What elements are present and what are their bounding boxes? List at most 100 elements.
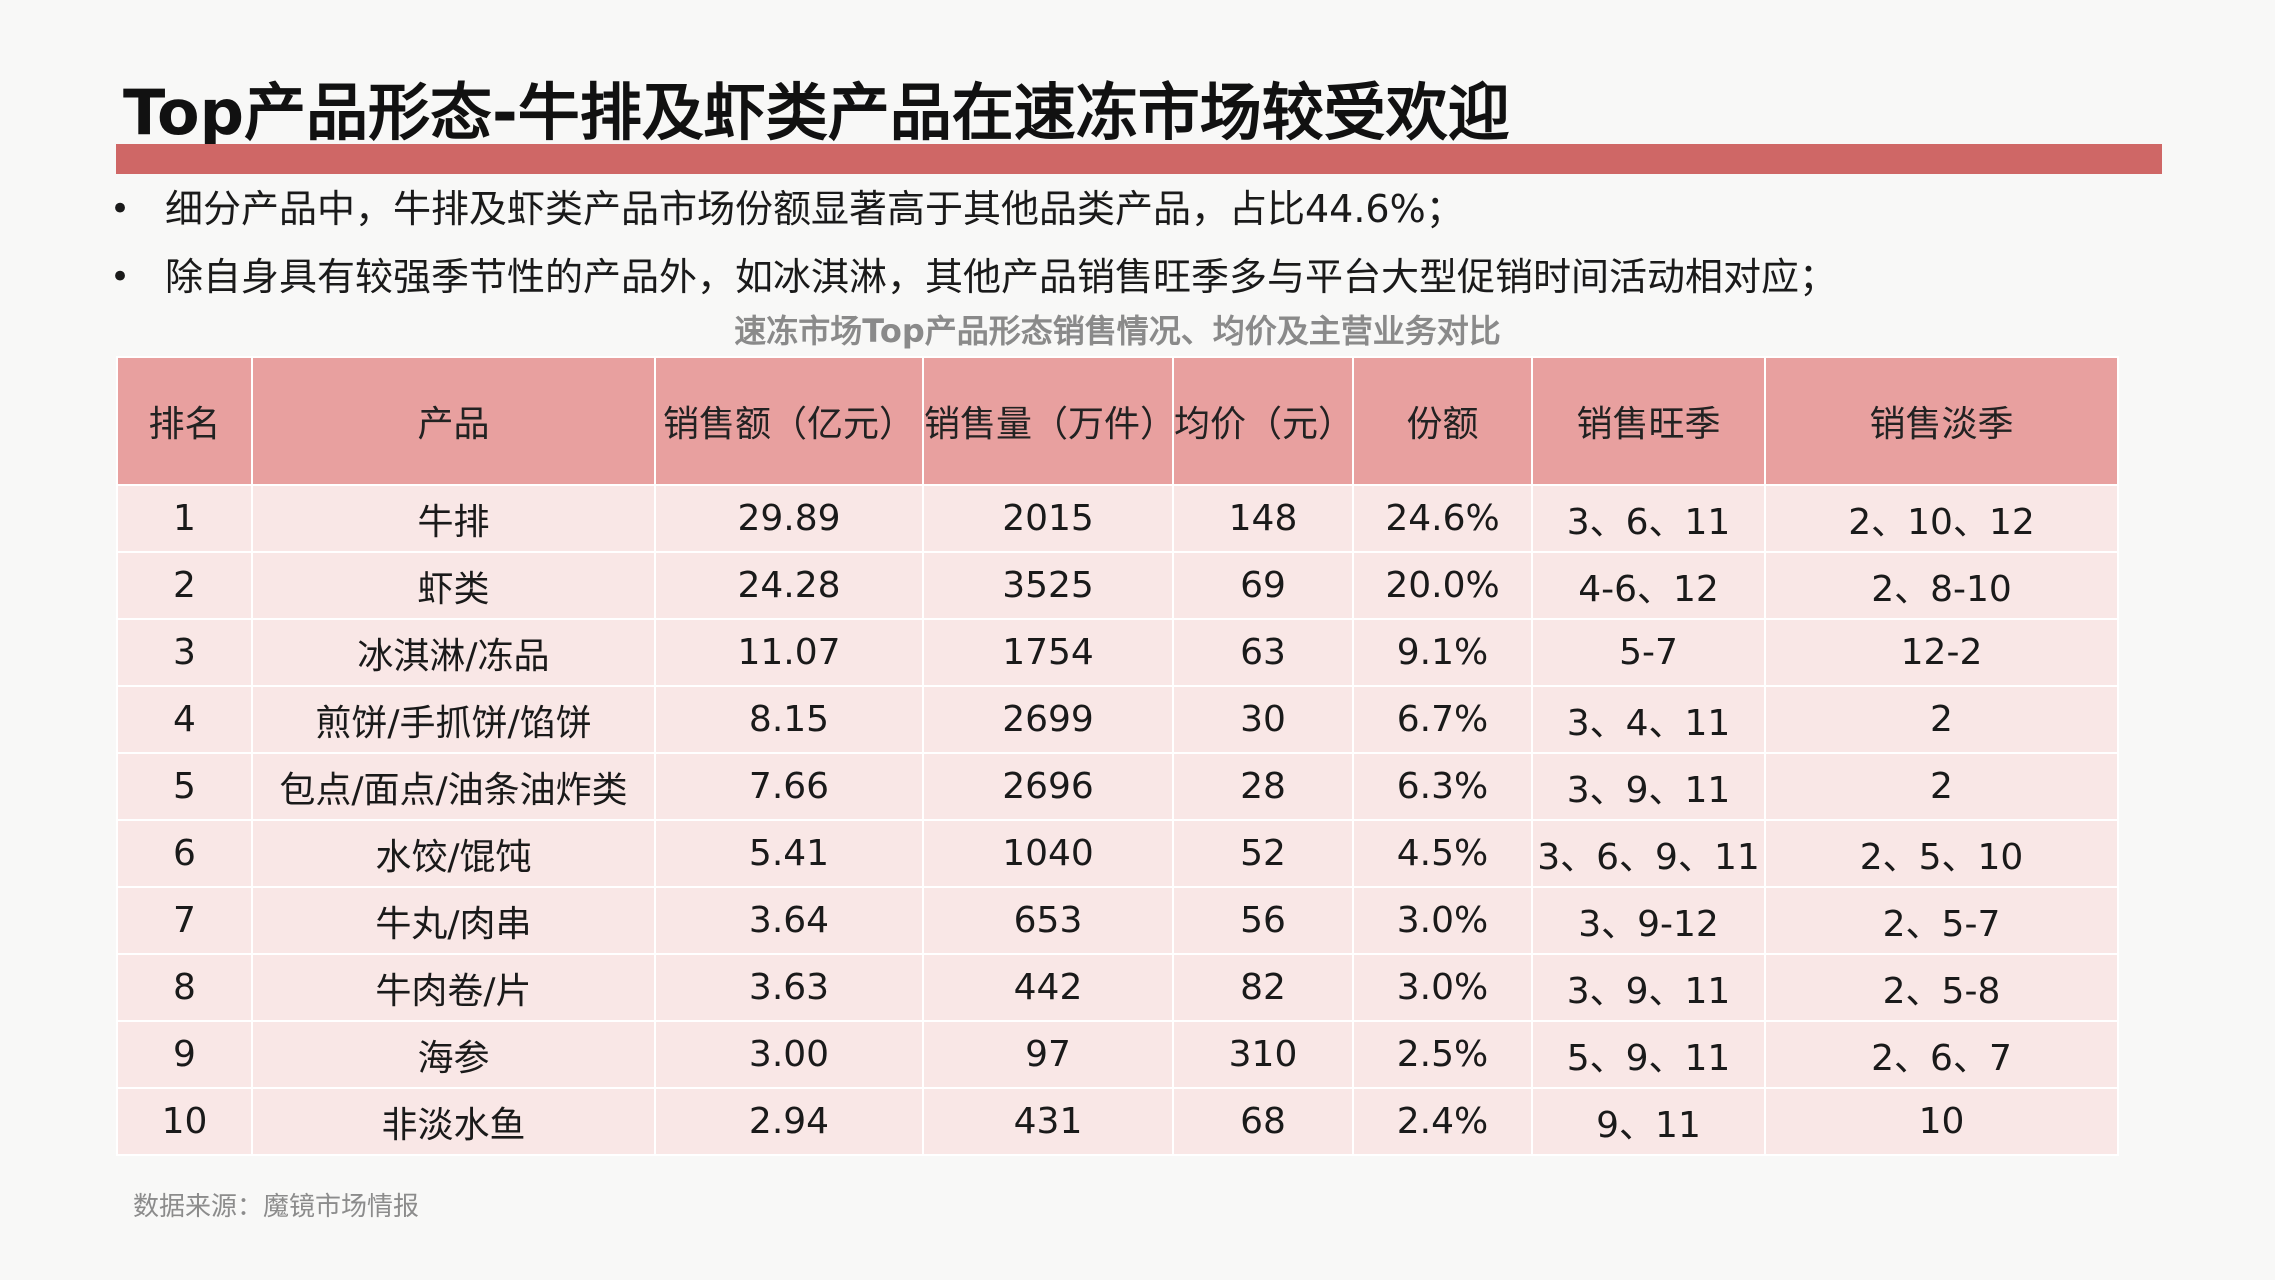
header-cell: 销售量（万件） bbox=[922, 356, 1176, 486]
table-cell: 69 bbox=[1172, 551, 1354, 620]
table-cell: 11.07 bbox=[654, 618, 924, 687]
table-cell: 2、10、12 bbox=[1764, 484, 2119, 553]
table-cell: 4 bbox=[116, 685, 253, 754]
table-cell: 56 bbox=[1172, 886, 1354, 955]
table-cell: 2 bbox=[1764, 685, 2119, 754]
table-row: 4 煎饼/手抓饼/馅饼 8.15 2699 30 6.7% 3、4、11 2 bbox=[116, 685, 2119, 754]
table-cell: 1 bbox=[116, 484, 253, 553]
table-cell: 2、5-8 bbox=[1764, 953, 2119, 1022]
table-cell: 3、9-12 bbox=[1531, 886, 1766, 955]
table-cell: 3.64 bbox=[654, 886, 924, 955]
table-cell: 2、5、10 bbox=[1764, 819, 2119, 888]
bullet-marker: • bbox=[110, 257, 131, 297]
header-cell: 排名 bbox=[116, 356, 253, 486]
table-row: 7 牛丸/肉串 3.64 653 56 3.0% 3、9-12 2、5-7 bbox=[116, 886, 2119, 955]
table-cell: 30 bbox=[1172, 685, 1354, 754]
header-cell: 销售额（亿元） bbox=[654, 356, 924, 486]
header-cell: 销售旺季 bbox=[1531, 356, 1766, 486]
table-row: 3 冰淇淋/冻品 11.07 1754 63 9.1% 5-7 12-2 bbox=[116, 618, 2119, 687]
table-cell: 7.66 bbox=[654, 752, 924, 821]
table-cell: 8 bbox=[116, 953, 253, 1022]
table-cell: 非淡水鱼 bbox=[251, 1087, 656, 1156]
table-cell: 6.7% bbox=[1352, 685, 1533, 754]
table-cell: 虾类 bbox=[251, 551, 656, 620]
table-row: 8 牛肉卷/片 3.63 442 82 3.0% 3、9、11 2、5-8 bbox=[116, 953, 2119, 1022]
table-cell: 3、6、9、11 bbox=[1531, 819, 1766, 888]
table-row: 5 包点/面点/油条油炸类 7.66 2696 28 6.3% 3、9、11 2 bbox=[116, 752, 2119, 821]
bullet-text: 细分产品中，牛排及虾类产品市场份额显著高于其他品类产品，占比44.6%； bbox=[165, 187, 1464, 231]
table-cell: 52 bbox=[1172, 819, 1354, 888]
page-title: Top产品形态-牛排及虾类产品在速冻市场较受欢迎 bbox=[123, 76, 1510, 149]
table-cell: 3.0% bbox=[1352, 953, 1533, 1022]
table-cell: 3.00 bbox=[654, 1020, 924, 1089]
table-cell: 68 bbox=[1172, 1087, 1354, 1156]
table-cell: 5 bbox=[116, 752, 253, 821]
table-cell: 3、4、11 bbox=[1531, 685, 1766, 754]
table-cell: 4-6、12 bbox=[1531, 551, 1766, 620]
table-row: 10 非淡水鱼 2.94 431 68 2.4% 9、11 10 bbox=[116, 1087, 2119, 1156]
table-cell: 2015 bbox=[922, 484, 1174, 553]
bullet-list: • 细分产品中，牛排及虾类产品市场份额显著高于其他品类产品，占比44.6%； •… bbox=[110, 182, 2160, 318]
table-cell: 431 bbox=[922, 1087, 1174, 1156]
table-cell: 3、6、11 bbox=[1531, 484, 1766, 553]
header-cell: 均价（元） bbox=[1172, 356, 1354, 486]
table-cell: 9.1% bbox=[1352, 618, 1533, 687]
header-cell: 产品 bbox=[251, 356, 656, 486]
table-cell: 2、6、7 bbox=[1764, 1020, 2119, 1089]
table-cell: 3 bbox=[116, 618, 253, 687]
table-row: 6 水饺/馄饨 5.41 1040 52 4.5% 3、6、9、11 2、5、1… bbox=[116, 819, 2119, 888]
table-cell: 牛排 bbox=[251, 484, 656, 553]
table-cell: 2.94 bbox=[654, 1087, 924, 1156]
table-cell: 3、9、11 bbox=[1531, 752, 1766, 821]
table-cell: 12-2 bbox=[1764, 618, 2119, 687]
table-cell: 3.0% bbox=[1352, 886, 1533, 955]
table-cell: 4.5% bbox=[1352, 819, 1533, 888]
table-cell: 24.28 bbox=[654, 551, 924, 620]
sales-table: 排名 产品 销售额（亿元） 销售量（万件） 均价（元） 份额 销售旺季 销售淡季… bbox=[116, 356, 2119, 1156]
table-cell: 2696 bbox=[922, 752, 1174, 821]
table-cell: 7 bbox=[116, 886, 253, 955]
table-cell: 2.4% bbox=[1352, 1087, 1533, 1156]
table-cell: 5-7 bbox=[1531, 618, 1766, 687]
table-cell: 28 bbox=[1172, 752, 1354, 821]
table-row: 9 海参 3.00 97 310 2.5% 5、9、11 2、6、7 bbox=[116, 1020, 2119, 1089]
table-cell: 9 bbox=[116, 1020, 253, 1089]
data-source-note: 数据来源：魔镜市场情报 bbox=[133, 1192, 420, 1222]
table-cell: 24.6% bbox=[1352, 484, 1533, 553]
table-cell: 包点/面点/油条油炸类 bbox=[251, 752, 656, 821]
table-cell: 8.15 bbox=[654, 685, 924, 754]
table-cell: 10 bbox=[1764, 1087, 2119, 1156]
bullet-marker: • bbox=[110, 189, 131, 229]
table-cell: 63 bbox=[1172, 618, 1354, 687]
table-cell: 310 bbox=[1172, 1020, 1354, 1089]
bullet-text: 除自身具有较强季节性的产品外，如冰淇淋，其他产品销售旺季多与平台大型促销时间活动… bbox=[165, 255, 1838, 299]
table-cell: 水饺/馄饨 bbox=[251, 819, 656, 888]
table-cell: 2 bbox=[1764, 752, 2119, 821]
table-cell: 2699 bbox=[922, 685, 1174, 754]
table-title: 速冻市场Top产品形态销售情况、均价及主营业务对比 bbox=[734, 312, 1501, 350]
table-header-row: 排名 产品 销售额（亿元） 销售量（万件） 均价（元） 份额 销售旺季 销售淡季 bbox=[116, 356, 2119, 486]
table-cell: 2、8-10 bbox=[1764, 551, 2119, 620]
bullet-item: • 除自身具有较强季节性的产品外，如冰淇淋，其他产品销售旺季多与平台大型促销时间… bbox=[110, 250, 2160, 318]
table-cell: 10 bbox=[116, 1087, 253, 1156]
table-cell: 3、9、11 bbox=[1531, 953, 1766, 1022]
table-cell: 6 bbox=[116, 819, 253, 888]
table-cell: 2 bbox=[116, 551, 253, 620]
table-cell: 海参 bbox=[251, 1020, 656, 1089]
table-cell: 97 bbox=[922, 1020, 1174, 1089]
table-cell: 442 bbox=[922, 953, 1174, 1022]
header-cell: 份额 bbox=[1352, 356, 1533, 486]
table-cell: 20.0% bbox=[1352, 551, 1533, 620]
bullet-item: • 细分产品中，牛排及虾类产品市场份额显著高于其他品类产品，占比44.6%； bbox=[110, 182, 2160, 250]
table-cell: 5、9、11 bbox=[1531, 1020, 1766, 1089]
table-cell: 653 bbox=[922, 886, 1174, 955]
table-cell: 3.63 bbox=[654, 953, 924, 1022]
table-cell: 牛肉卷/片 bbox=[251, 953, 656, 1022]
table-cell: 2、5-7 bbox=[1764, 886, 2119, 955]
table-row: 2 虾类 24.28 3525 69 20.0% 4-6、12 2、8-10 bbox=[116, 551, 2119, 620]
header-cell: 销售淡季 bbox=[1764, 356, 2119, 486]
table-cell: 148 bbox=[1172, 484, 1354, 553]
table-cell: 29.89 bbox=[654, 484, 924, 553]
table-cell: 2.5% bbox=[1352, 1020, 1533, 1089]
